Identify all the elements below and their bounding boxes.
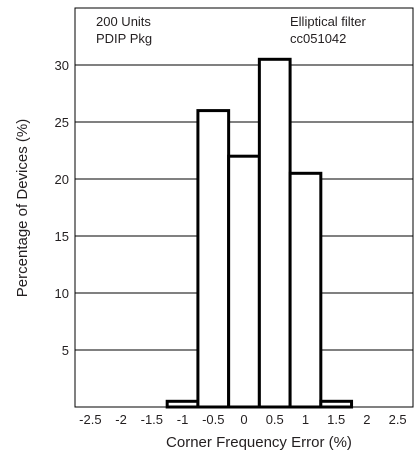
histogram-bars — [165, 57, 354, 409]
bar-0 — [227, 154, 261, 409]
annotation-filter-type: Elliptical filter — [290, 14, 367, 29]
y-axis-title: Percentage of Devices (%) — [14, 119, 31, 297]
y-tick-label-15: 15 — [55, 229, 69, 244]
annotation-part-code: cc051042 — [290, 31, 346, 46]
x-tick-labels: -2.5 -2 -1.5 -1 -0.5 0 0.5 1 1.5 2 2.5 — [79, 412, 407, 427]
x-tick-label-1: 1 — [302, 412, 309, 427]
x-axis-title: Corner Frequency Error (%) — [166, 434, 352, 451]
x-tick-label-0.5: 0.5 — [266, 412, 284, 427]
bar-1_5 — [319, 399, 354, 409]
x-tick-label--2: -2 — [115, 412, 127, 427]
y-tick-label-30: 30 — [55, 58, 69, 73]
plot-frame — [74, 7, 414, 408]
y-tick-label-10: 10 — [55, 286, 69, 301]
x-tick-label-2: 2 — [363, 412, 370, 427]
bar--1 — [165, 399, 200, 409]
bar--0_5 — [196, 109, 231, 409]
x-tick-label-0: 0 — [240, 412, 247, 427]
bar-0_5 — [257, 57, 292, 409]
annotation-units: 200 Units — [96, 14, 151, 29]
bar-1 — [288, 171, 323, 409]
x-tick-label--1: -1 — [177, 412, 189, 427]
annotation-package: PDIP Pkg — [96, 31, 152, 46]
annotation-right: Elliptical filter cc051042 — [290, 14, 367, 46]
y-tick-label-25: 25 — [55, 115, 69, 130]
y-tick-label-20: 20 — [55, 172, 69, 187]
x-tick-label--1.5: -1.5 — [141, 412, 163, 427]
x-tick-label-1.5: 1.5 — [327, 412, 345, 427]
x-tick-label-2.5: 2.5 — [389, 412, 407, 427]
y-tick-label-5: 5 — [62, 343, 69, 358]
annotation-left: 200 Units PDIP Pkg — [96, 14, 152, 46]
x-tick-label--2.5: -2.5 — [79, 412, 101, 427]
y-tick-labels: 5 10 15 20 25 30 — [55, 58, 69, 358]
x-tick-label--0.5: -0.5 — [202, 412, 224, 427]
